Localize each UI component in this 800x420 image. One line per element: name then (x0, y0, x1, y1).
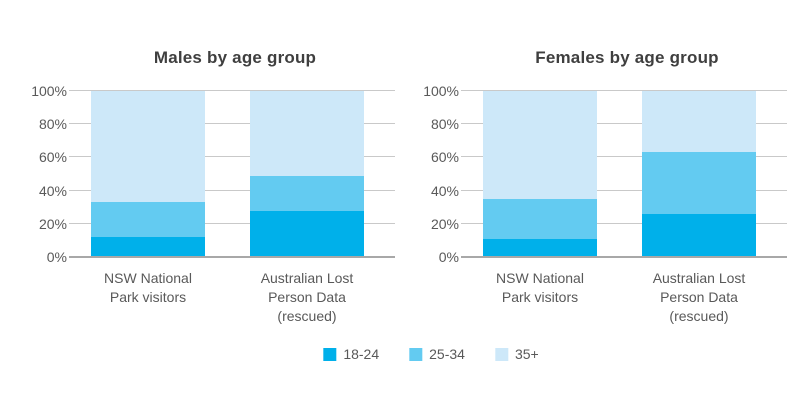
y-tick-label-20: 20% (430, 215, 459, 232)
gridline-100 (69, 90, 395, 91)
y-tick-label-100: 100% (423, 83, 459, 99)
bar-segment-35 (642, 91, 756, 153)
category-label-nsw-national-park-visitors: NSW National Park visitors (455, 269, 625, 307)
bar-segment-25-34 (250, 175, 364, 211)
legend-label: 35+ (514, 346, 539, 362)
legend-item-35: 35+ (494, 346, 539, 362)
gridline-80 (461, 123, 787, 125)
gridline-20 (69, 222, 395, 224)
bar-segment-18-24 (642, 213, 756, 257)
stacked-bar-australian-lost-person-data-rescued (642, 91, 756, 257)
stacked-bar-australian-lost-person-data-rescued (250, 91, 364, 257)
bar-segment-18-24 (250, 210, 364, 257)
gridline-60 (461, 156, 787, 158)
legend-swatch-icon (494, 347, 508, 361)
legend-label: 25-34 (429, 346, 465, 362)
chart-females-by-age-group: Females by age group 0% 20% 40% 60% 80% 100% … (419, 45, 787, 325)
gridline-40 (461, 189, 787, 191)
y-tick-label-40: 40% (430, 182, 459, 199)
category-label-nsw-national-park-visitors: NSW National Park visitors (63, 269, 233, 307)
plot-area (69, 90, 395, 258)
category-label-line: NSW National (104, 270, 192, 286)
bar-segment-35 (483, 91, 597, 199)
legend-item-25-34: 25-34 (409, 346, 465, 362)
category-label-line: Person Data (660, 289, 738, 305)
category-label-line: NSW National (496, 270, 584, 286)
gridline-60 (69, 156, 395, 158)
y-tick-label-80: 80% (38, 116, 67, 133)
chart-title: Males by age group (153, 48, 317, 67)
gridline-40 (69, 189, 395, 191)
bar-segment-35 (91, 91, 205, 203)
y-tick-label-100: 100% (31, 83, 67, 99)
gridline-100 (461, 90, 787, 91)
stacked-bar-nsw-national-park-visitors (483, 91, 597, 257)
legend-swatch-icon (323, 347, 337, 361)
y-tick-label-0: 0% (438, 249, 459, 265)
category-label-australian-lost-person-data-rescued: Australian Lost Person Data (rescued) (222, 269, 392, 326)
category-label-line: Park visitors (501, 289, 579, 305)
category-label-australian-lost-person-data-rescued: Australian Lost Person Data (rescued) (614, 269, 784, 326)
bar-segment-18-24 (483, 238, 597, 257)
gridline-80 (69, 123, 395, 125)
category-label-line: Australian Lost (652, 270, 746, 286)
chart-title: Females by age group (535, 48, 719, 67)
gridline-20 (461, 222, 787, 224)
y-tick-label-0: 0% (46, 249, 67, 265)
y-tick-label-60: 60% (38, 149, 67, 166)
x-axis-line (69, 256, 395, 258)
category-label-line: Australian Lost (260, 270, 354, 286)
legend-item-18-24: 18-24 (323, 346, 379, 362)
x-axis-line (461, 256, 787, 258)
legend: 18-24 25-34 35+ (323, 346, 539, 362)
bar-segment-18-24 (91, 237, 205, 257)
y-tick-label-60: 60% (430, 149, 459, 166)
plot-area (461, 90, 787, 258)
legend-swatch-icon (409, 347, 423, 361)
legend-label: 18-24 (343, 346, 380, 362)
y-tick-label-40: 40% (38, 182, 67, 199)
category-label-line: Park visitors (109, 289, 187, 305)
stacked-bar-nsw-national-park-visitors (91, 91, 205, 257)
y-tick-label-20: 20% (38, 215, 67, 232)
bar-segment-25-34 (642, 152, 756, 214)
y-tick-label-80: 80% (430, 116, 459, 133)
chart-males-by-age-group: Males by age group 0% 20% 40% 60% 80% 100% NS… (27, 45, 395, 325)
category-label-line: Person Data (268, 289, 346, 305)
category-label-line: (rescued) (277, 308, 337, 324)
category-label-line: (rescued) (669, 308, 729, 324)
bar-segment-35 (250, 91, 364, 176)
bar-segment-25-34 (91, 202, 205, 238)
bar-segment-25-34 (483, 198, 597, 239)
